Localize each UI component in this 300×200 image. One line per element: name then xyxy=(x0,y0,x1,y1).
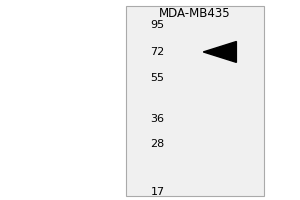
Bar xyxy=(178,50,200,54)
Text: 36: 36 xyxy=(151,114,165,124)
Text: 17: 17 xyxy=(151,187,165,197)
Text: 55: 55 xyxy=(151,73,165,83)
Text: 72: 72 xyxy=(150,47,165,57)
Text: 28: 28 xyxy=(150,139,165,149)
Text: 95: 95 xyxy=(151,20,165,30)
Text: MDA-MB435: MDA-MB435 xyxy=(159,7,231,20)
